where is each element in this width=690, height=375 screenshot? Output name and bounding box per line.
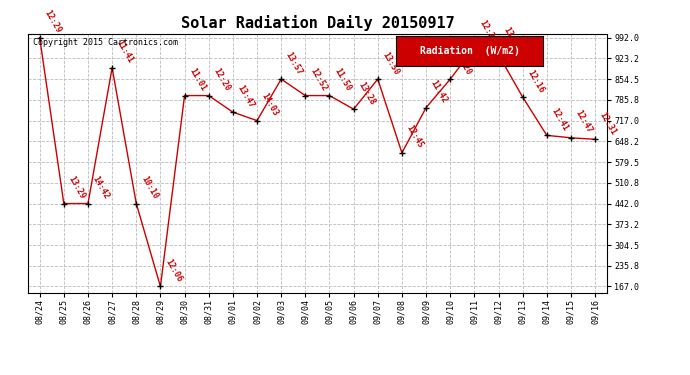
Title: Solar Radiation Daily 20150917: Solar Radiation Daily 20150917 [181, 15, 454, 31]
Text: 12:31: 12:31 [598, 110, 618, 136]
Text: 12:06: 12:06 [164, 258, 184, 284]
Text: 13:28: 13:28 [357, 80, 377, 106]
Text: 13:29: 13:29 [67, 175, 87, 201]
Text: 14:20: 14:20 [453, 50, 473, 76]
Text: 12:45: 12:45 [405, 124, 425, 150]
Text: 12:52: 12:52 [308, 67, 328, 93]
Text: 12:20: 12:20 [212, 67, 232, 93]
Text: 12:24: 12:24 [477, 18, 497, 45]
Text: 10:10: 10:10 [139, 175, 159, 201]
Text: 11:01: 11:01 [188, 67, 208, 93]
Text: 12:41: 12:41 [550, 106, 570, 133]
Text: 11:50: 11:50 [333, 67, 353, 93]
Text: 12:29: 12:29 [43, 9, 63, 35]
Text: 13:57: 13:57 [284, 50, 304, 76]
Text: 12:16: 12:16 [526, 68, 546, 94]
Text: Copyright 2015 Cartronics.com: Copyright 2015 Cartronics.com [33, 38, 179, 46]
Text: 13:14: 13:14 [502, 26, 522, 52]
Text: 14:03: 14:03 [260, 92, 280, 118]
Text: 11:41: 11:41 [115, 39, 135, 65]
Text: 13:47: 13:47 [236, 83, 256, 110]
Text: 11:42: 11:42 [429, 79, 449, 105]
Text: 14:42: 14:42 [91, 175, 111, 201]
Text: 13:50: 13:50 [381, 50, 401, 76]
Text: 12:47: 12:47 [574, 109, 594, 135]
